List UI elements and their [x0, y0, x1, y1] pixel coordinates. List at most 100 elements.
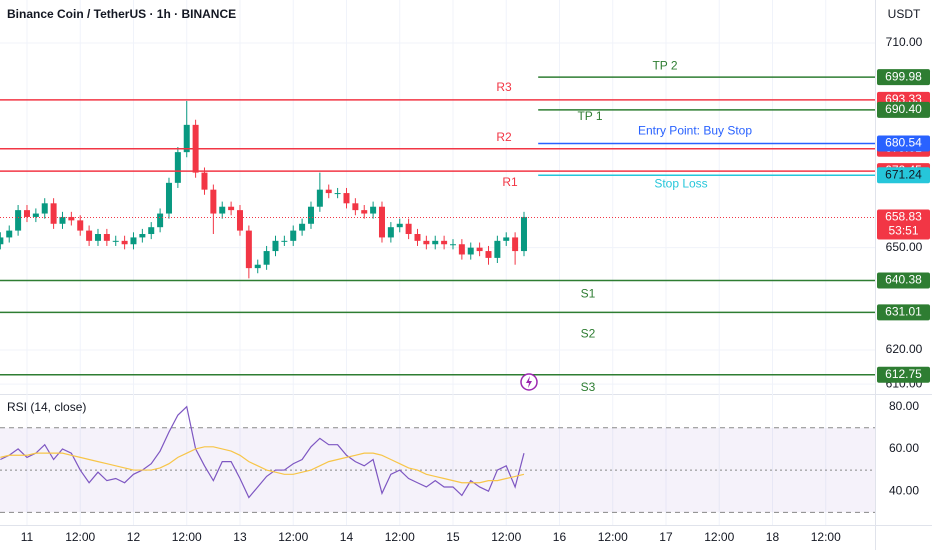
candle-body: [245, 230, 252, 269]
candle-body: [201, 172, 208, 190]
candle-body: [370, 206, 377, 214]
candle-body: [15, 210, 22, 231]
y-tick-label: 650.00: [886, 240, 923, 254]
alert-icon[interactable]: [520, 373, 538, 391]
level-price-box: [877, 272, 930, 289]
x-tick-label: 14: [340, 530, 354, 544]
level-price-box: [877, 304, 930, 321]
level-price-label: 640.38: [885, 273, 922, 287]
x-tick-label: 17: [659, 530, 673, 544]
candle-body: [68, 216, 75, 221]
overlay: 11 12:00 12 12:00 13 12:00 14 12:00 15 12:00 16 12:…: [0, 35, 930, 544]
level-price-box: [877, 69, 930, 86]
level-name: S2: [581, 327, 596, 341]
level-name: S3: [581, 380, 596, 394]
level-name: R2: [496, 130, 512, 144]
candle-body: [325, 189, 332, 194]
level-name: S1: [581, 287, 596, 301]
candle-body: [414, 234, 421, 241]
candle-body: [174, 152, 181, 183]
candle-body: [512, 237, 519, 252]
candle-body: [183, 124, 190, 153]
candle-body: [378, 206, 385, 238]
level-price-box: [877, 135, 930, 152]
chart-title: Binance Coin / TetherUS · 1h · BINANCE: [7, 7, 236, 21]
candle-body: [387, 227, 394, 238]
candle-body: [165, 182, 172, 214]
last-price-label: 658.83: [885, 210, 922, 224]
level-price-label: 612.75: [885, 367, 922, 381]
candle-body: [290, 230, 297, 241]
y-tick-label: 710.00: [886, 35, 923, 49]
candle-body: [263, 251, 270, 265]
candle-body: [112, 240, 119, 242]
x-tick-label: 13: [233, 530, 247, 544]
candle-body: [449, 244, 456, 246]
candle-body: [423, 240, 430, 245]
level-name: TP 2: [652, 58, 677, 72]
level-name: TP 1: [577, 109, 602, 123]
x-tick-label: 12:00: [65, 530, 95, 544]
candle-body: [94, 234, 101, 241]
x-tick-label: 12:00: [385, 530, 415, 544]
candle-body: [228, 206, 235, 211]
candle-body: [121, 240, 128, 245]
candle-body: [139, 234, 146, 238]
candle-body: [343, 193, 350, 204]
alert-bolt[interactable]: [526, 376, 532, 388]
candle-body: [494, 240, 501, 258]
candle-body: [432, 240, 439, 245]
x-tick-label: 11: [21, 530, 34, 544]
candle-body: [77, 220, 84, 231]
candle-body: [520, 216, 527, 252]
candle-body: [441, 240, 448, 245]
candle-body: [103, 234, 110, 241]
x-tick-label: 12: [127, 530, 141, 544]
candle-body: [59, 216, 66, 224]
level-name: Entry Point: Buy Stop: [638, 124, 752, 138]
x-tick-label: 12:00: [491, 530, 521, 544]
candle-body: [210, 189, 217, 214]
candle-body: [219, 206, 226, 214]
y-tick-label: 620.00: [886, 342, 923, 356]
candle-body: [405, 223, 412, 235]
candle-body: [316, 189, 323, 207]
x-tick-label: 12:00: [172, 530, 202, 544]
candle-body: [86, 230, 93, 241]
level-price-box: [877, 167, 930, 184]
countdown: 53:51: [888, 224, 918, 238]
level-price-box: [877, 366, 930, 383]
candle-body: [236, 210, 243, 231]
candle-body: [148, 227, 155, 235]
rsi-tick-label: 80.00: [889, 399, 919, 413]
candle-body: [299, 223, 306, 231]
level-price-label: 699.98: [885, 69, 922, 83]
x-tick-label: 15: [446, 530, 460, 544]
candle-body: [467, 247, 474, 255]
candle-body: [396, 223, 403, 228]
candle-body: [503, 237, 510, 241]
currency: USDT: [888, 7, 921, 21]
candle-body: [476, 247, 483, 252]
candle-body: [0, 237, 4, 245]
x-tick-label: 18: [766, 530, 780, 544]
x-tick-label: 12:00: [704, 530, 734, 544]
candle-body: [352, 203, 359, 211]
candle-body: [6, 230, 13, 238]
candle-body: [361, 210, 368, 214]
level-price-label: 680.54: [885, 136, 922, 150]
level-name: Stop Loss: [654, 176, 707, 190]
candle-body: [485, 251, 492, 258]
candle-body: [50, 203, 57, 224]
level-name: R1: [502, 175, 518, 189]
x-tick-label: 16: [553, 530, 567, 544]
rsi-tick-label: 60.00: [889, 441, 919, 455]
x-tick-label: 12:00: [598, 530, 628, 544]
candle-body: [254, 264, 261, 269]
candle-body: [23, 210, 30, 217]
level-price-label: 671.24: [885, 167, 922, 181]
x-tick-label: 12:00: [811, 530, 841, 544]
rsi-line: [0, 446, 525, 484]
level-price-label: 631.01: [885, 305, 922, 319]
